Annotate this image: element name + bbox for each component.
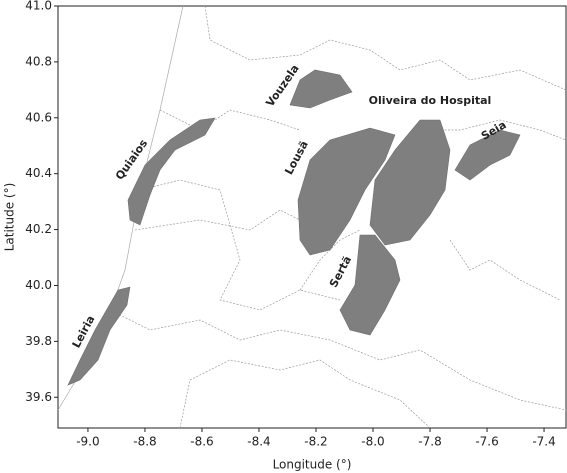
y-tick-label: 40.6 bbox=[25, 110, 52, 124]
x-axis-label: Longitude (°) bbox=[273, 458, 352, 472]
y-tick-label: 41.0 bbox=[25, 0, 52, 13]
y-tick-label: 40.2 bbox=[25, 222, 52, 236]
x-tick-label: -8.2 bbox=[304, 435, 327, 449]
region-label: Oliveira do Hospital bbox=[369, 94, 492, 107]
x-tick-label: -7.8 bbox=[418, 435, 441, 449]
burned-areas bbox=[67, 69, 521, 386]
x-tick-label: -8.0 bbox=[361, 435, 384, 449]
x-tick-label: -7.6 bbox=[475, 435, 498, 449]
y-tick-label: 39.8 bbox=[25, 334, 52, 348]
y-tick-label: 40.4 bbox=[25, 166, 52, 180]
y-tick-label: 40.0 bbox=[25, 278, 52, 292]
x-tick-label: -8.4 bbox=[247, 435, 270, 449]
x-tick-label: -9.0 bbox=[76, 435, 99, 449]
x-tick-label: -7.4 bbox=[532, 435, 555, 449]
y-tick-label: 39.6 bbox=[25, 390, 52, 404]
y-axis-label: Latitude (°) bbox=[3, 183, 17, 252]
x-tick-label: -8.6 bbox=[190, 435, 213, 449]
y-tick-label: 40.8 bbox=[25, 54, 52, 68]
x-tick-label: -8.8 bbox=[133, 435, 156, 449]
